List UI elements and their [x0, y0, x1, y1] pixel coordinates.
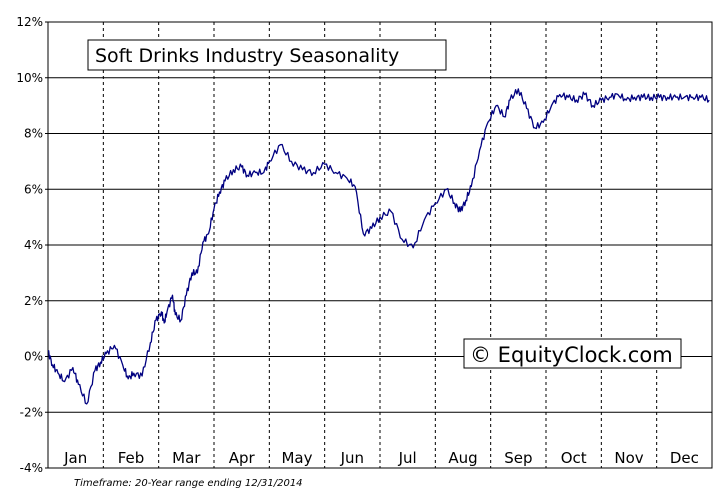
y-tick-label: 6%	[24, 182, 43, 196]
y-tick-label: 0%	[24, 350, 43, 364]
x-tick-label: May	[281, 449, 312, 467]
y-tick-label: 2%	[24, 294, 43, 308]
x-tick-label: Jun	[340, 449, 364, 467]
chart-title: Soft Drinks Industry Seasonality	[95, 45, 399, 67]
y-tick-label: -4%	[20, 461, 43, 475]
timeframe-footnote: Timeframe: 20-Year range ending 12/31/20…	[74, 478, 303, 489]
y-tick-label: 4%	[24, 238, 43, 252]
y-tick-label: -2%	[20, 405, 43, 419]
y-tick-label: 10%	[16, 71, 43, 85]
y-axis: -4% -2% 0% 2% 4% 6% 8% 10% 12%	[16, 15, 48, 475]
series-layer	[47, 88, 710, 405]
x-tick-label: Sep	[504, 449, 532, 467]
series-line	[47, 88, 710, 405]
watermark-box: © EquityClock.com	[463, 338, 682, 369]
y-tick-label: 12%	[16, 15, 43, 29]
x-tick-label: Oct	[561, 449, 587, 467]
watermark-border	[463, 338, 682, 369]
chart-title-box: Soft Drinks Industry Seasonality	[87, 39, 447, 71]
x-tick-label: Mar	[172, 449, 201, 467]
y-tick-label: 8%	[24, 127, 43, 141]
x-tick-label: Aug	[448, 449, 477, 467]
x-tick-label: Apr	[229, 449, 256, 467]
x-tick-label: Feb	[118, 449, 145, 467]
plot-frame	[47, 21, 713, 469]
x-tick-label: Dec	[670, 449, 699, 467]
x-tick-label: Jan	[63, 449, 87, 467]
x-tick-label: Nov	[614, 449, 643, 467]
title-box-border	[87, 39, 447, 71]
grid-layer	[48, 22, 712, 468]
x-tick-label: Jul	[398, 449, 417, 467]
x-axis: Jan Feb Mar Apr May Jun Jul Aug Sep Oct Nov Dec	[63, 449, 699, 467]
watermark-text: © EquityClock.com	[470, 343, 673, 367]
